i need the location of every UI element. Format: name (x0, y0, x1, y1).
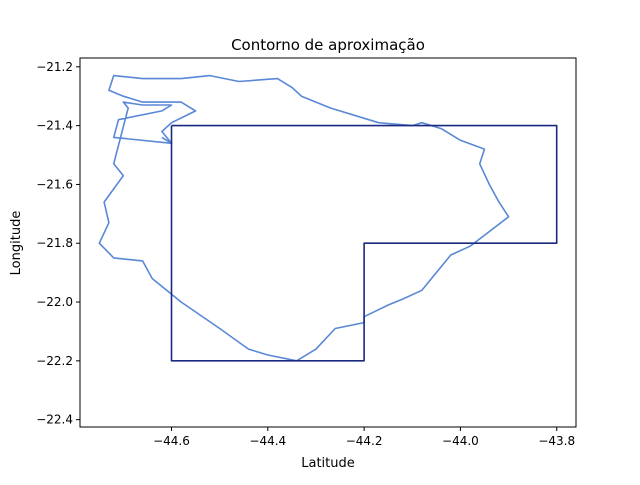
x-tick-label: −44.2 (346, 434, 383, 448)
y-axis: −21.2 −21.4 −21.6 −21.8 −22.0 −22.2 −22.4 (36, 60, 80, 427)
x-axis: −44.6 −44.4 −44.2 −44.0 −43.8 (153, 427, 575, 448)
y-axis-label: Longitude (9, 211, 24, 276)
y-tick-label: −22.0 (36, 295, 73, 309)
x-axis-label: Latitude (301, 456, 355, 471)
series-line-1 (98, 74, 510, 362)
y-tick-label: −21.4 (36, 119, 73, 133)
plot-frame (79, 57, 577, 428)
y-tick-label: −21.2 (36, 60, 73, 74)
x-tick-label: −43.8 (538, 434, 575, 448)
x-tick-label: −44.4 (249, 434, 286, 448)
chart-title: Contorno de aproximação (231, 36, 425, 54)
y-tick-label: −21.8 (36, 236, 73, 250)
y-tick-label: −22.2 (36, 354, 73, 368)
series-line-2 (170, 124, 558, 362)
x-tick-label: −44.6 (153, 434, 190, 448)
plot-lines (98, 74, 558, 362)
x-tick-label: −44.0 (442, 434, 479, 448)
y-tick-label: −21.6 (36, 177, 73, 191)
y-tick-label: −22.4 (36, 413, 73, 427)
